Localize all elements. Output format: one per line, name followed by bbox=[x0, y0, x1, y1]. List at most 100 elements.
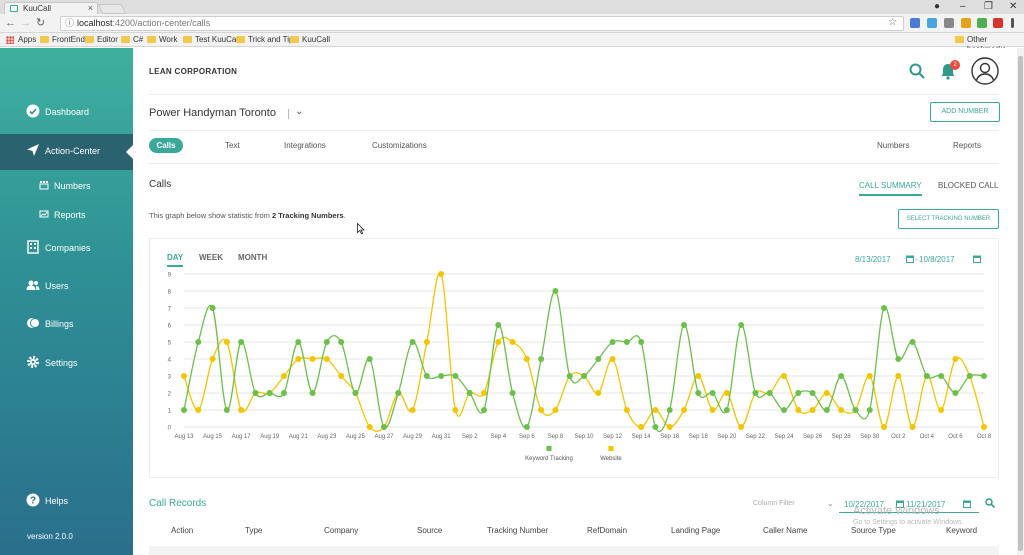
records-search-icon[interactable] bbox=[985, 498, 995, 508]
extension-window-icon[interactable] bbox=[927, 18, 937, 28]
keyword-tracking-point bbox=[281, 390, 287, 396]
bookmark-apps[interactable]: Apps bbox=[6, 35, 36, 45]
bookmark-csharp[interactable]: C# bbox=[121, 35, 143, 45]
url-field[interactable]: ⓘ localhost:4200/action-center/calls ☆ bbox=[60, 16, 904, 31]
calendar-icon[interactable] bbox=[973, 255, 981, 263]
column-header[interactable]: Keyword bbox=[946, 526, 978, 535]
website-point bbox=[209, 356, 216, 362]
sidebar-item-users[interactable]: Users bbox=[0, 269, 133, 305]
user-avatar-icon[interactable] bbox=[971, 57, 999, 85]
sidebar-item-dashboard[interactable]: Dashboard bbox=[0, 95, 133, 131]
reload-icon[interactable]: ↻ bbox=[36, 17, 46, 29]
extension-palette-icon[interactable] bbox=[977, 18, 987, 28]
tab-text[interactable]: Text bbox=[225, 141, 240, 150]
search-icon[interactable] bbox=[909, 63, 925, 79]
tab-numbers[interactable]: Numbers bbox=[877, 141, 910, 150]
bookmark-test-kuucall[interactable]: Test KuuCall bbox=[183, 35, 240, 45]
extension-mail-icon[interactable] bbox=[944, 18, 954, 28]
records-date-from[interactable]: 10/22/2017 bbox=[844, 500, 885, 509]
column-header[interactable]: RefDomain bbox=[587, 526, 628, 535]
range-tab-month[interactable]: MONTH bbox=[238, 253, 268, 262]
sidebar-item-label: Billings bbox=[45, 319, 74, 329]
tab-calls[interactable]: Calls bbox=[149, 138, 183, 153]
column-header[interactable]: Source Type bbox=[851, 526, 896, 535]
records-date-to[interactable]: 11/21/2017 bbox=[906, 500, 946, 509]
folder-icon bbox=[955, 36, 964, 43]
column-header[interactable]: Company bbox=[324, 526, 359, 535]
tab-customizations[interactable]: Customizations bbox=[372, 141, 427, 150]
chrome-menu-icon[interactable] bbox=[1011, 18, 1014, 28]
extension-translate-icon[interactable] bbox=[910, 18, 920, 28]
profile-icon[interactable]: ● bbox=[934, 1, 941, 12]
bookmark-label: Apps bbox=[18, 35, 37, 44]
range-tab-week[interactable]: WEEK bbox=[199, 253, 223, 262]
tab-blocked-call[interactable]: BLOCKED CALL bbox=[938, 181, 999, 190]
url-path: :4200/action-center/calls bbox=[112, 18, 211, 28]
calendar-icon[interactable] bbox=[906, 255, 914, 263]
bookmark-trick-and-tip[interactable]: Trick and Tip bbox=[236, 35, 294, 45]
page-scrollbar[interactable] bbox=[1017, 48, 1024, 555]
sidebar-item-companies[interactable]: Companies bbox=[0, 231, 133, 267]
tab-reports[interactable]: Reports bbox=[953, 141, 982, 150]
column-header[interactable]: Source bbox=[417, 526, 443, 535]
column-header[interactable]: Landing Page bbox=[671, 526, 721, 535]
website-point bbox=[866, 373, 873, 379]
chart-date-from[interactable]: 8/13/2017 bbox=[855, 255, 891, 264]
keyword-tracking-point bbox=[552, 288, 559, 294]
number-dropdown-chevron-icon[interactable]: ⌄ bbox=[295, 106, 304, 117]
forward-icon[interactable]: → bbox=[20, 17, 31, 29]
close-window-icon[interactable]: ✕ bbox=[1009, 1, 1018, 12]
extension-color-icon[interactable] bbox=[961, 18, 971, 28]
x-tick-label: Aug 23 bbox=[317, 434, 337, 440]
minimize-icon[interactable]: – bbox=[960, 1, 966, 12]
restore-icon[interactable]: ❐ bbox=[984, 1, 993, 12]
scrollbar-thumb[interactable] bbox=[1018, 56, 1023, 551]
sidebar-subitem-reports[interactable]: Reports bbox=[0, 202, 133, 228]
bookmark-editor[interactable]: Editor bbox=[85, 35, 118, 45]
column-header[interactable]: Action bbox=[171, 526, 194, 535]
sidebar-item-settings[interactable]: Settings bbox=[0, 346, 133, 382]
sidebar-item-action-center[interactable]: Action-Center bbox=[0, 134, 133, 170]
bookmark-frontend[interactable]: FrontEnd bbox=[40, 35, 85, 45]
column-header[interactable]: Tracking Number bbox=[487, 526, 549, 535]
back-icon[interactable]: ← bbox=[5, 17, 16, 29]
select-tracking-number-button[interactable]: SELECT TRACKING NUMBER bbox=[898, 209, 999, 229]
number-separator bbox=[288, 109, 289, 119]
website-point bbox=[552, 407, 559, 413]
keyword-tracking-point bbox=[252, 390, 259, 396]
reports-icon bbox=[39, 210, 49, 218]
calendar-icon[interactable] bbox=[896, 500, 904, 508]
extension-pdf-icon[interactable] bbox=[993, 18, 1003, 28]
calendar-icon[interactable] bbox=[963, 500, 971, 508]
add-number-button[interactable]: ADD NUMBER bbox=[930, 102, 1000, 122]
browser-tab-title: KuuCall bbox=[23, 4, 52, 13]
keyword-tracking-point bbox=[895, 356, 902, 362]
x-tick-label: Aug 17 bbox=[232, 434, 252, 440]
site-info-icon[interactable]: ⓘ bbox=[65, 18, 75, 28]
column-header[interactable]: Type bbox=[245, 526, 263, 535]
browser-tab[interactable]: KuuCall × bbox=[4, 2, 98, 14]
keyword-tracking-point bbox=[481, 407, 487, 413]
x-tick-label: Aug 13 bbox=[174, 434, 194, 440]
keyword-tracking-point bbox=[966, 373, 973, 379]
tab-close-icon[interactable]: × bbox=[87, 3, 93, 13]
bookmark-kuucall[interactable]: KuuCall bbox=[290, 35, 330, 45]
chart-date-to[interactable]: 10/8/2017 bbox=[919, 255, 955, 264]
tab-call-summary[interactable]: CALL SUMMARY bbox=[859, 181, 922, 196]
website-series-line bbox=[183, 271, 985, 432]
kuucall-favicon-icon bbox=[10, 5, 18, 12]
bookmark-star-icon[interactable]: ☆ bbox=[888, 17, 897, 28]
x-tick-label: Aug 29 bbox=[403, 434, 423, 440]
new-tab-button[interactable] bbox=[97, 4, 127, 14]
tab-integrations[interactable]: Integrations bbox=[284, 141, 326, 150]
chevron-down-icon[interactable]: ⌄ bbox=[827, 499, 834, 508]
sidebar-item-helps[interactable]: ? Helps bbox=[0, 484, 133, 520]
sidebar-subitem-numbers[interactable]: Numbers bbox=[0, 173, 133, 199]
column-header[interactable]: Caller Name bbox=[763, 526, 808, 535]
sidebar-item-billings[interactable]: Billings bbox=[0, 307, 133, 343]
bookmark-work[interactable]: Work bbox=[147, 35, 178, 45]
range-tab-day[interactable]: DAY bbox=[167, 253, 184, 267]
x-tick-label: Oct 8 bbox=[977, 434, 992, 440]
mouse-cursor-icon bbox=[357, 223, 365, 234]
column-filter-select[interactable]: Column Filter bbox=[753, 500, 795, 507]
